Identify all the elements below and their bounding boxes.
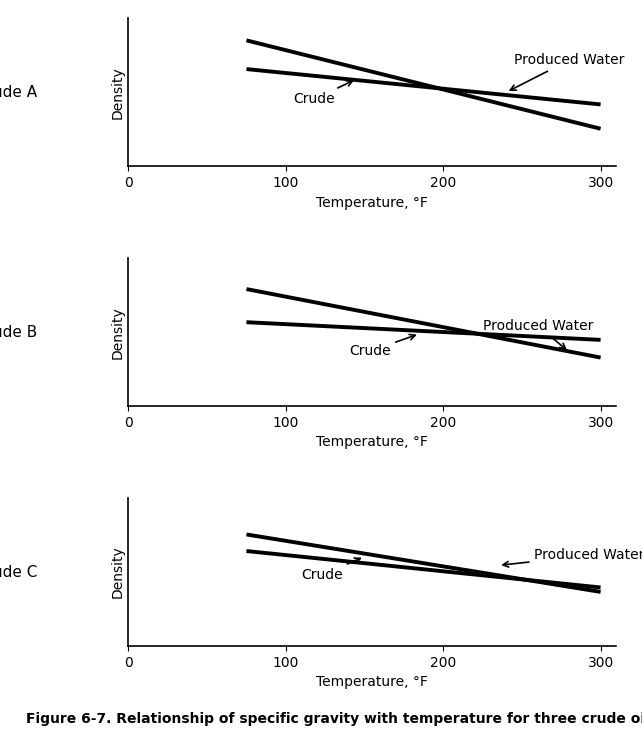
Text: Produced Water: Produced Water: [510, 53, 625, 91]
X-axis label: Temperature, °F: Temperature, °F: [317, 675, 428, 689]
Text: Crude C: Crude C: [0, 564, 37, 580]
Text: Crude: Crude: [293, 81, 352, 106]
Text: Produced Water: Produced Water: [503, 548, 642, 567]
Text: Crude: Crude: [349, 334, 415, 358]
Text: Crude B: Crude B: [0, 325, 37, 339]
X-axis label: Temperature, °F: Temperature, °F: [317, 196, 428, 210]
Text: Figure 6-7. Relationship of specific gravity with temperature for three crude oi: Figure 6-7. Relationship of specific gra…: [26, 712, 642, 726]
Text: Crude: Crude: [302, 558, 360, 582]
Y-axis label: Density: Density: [110, 66, 125, 119]
Text: Crude A: Crude A: [0, 85, 37, 100]
Y-axis label: Density: Density: [110, 545, 125, 599]
Text: Produced Water: Produced Water: [483, 318, 593, 349]
Y-axis label: Density: Density: [110, 306, 125, 358]
X-axis label: Temperature, °F: Temperature, °F: [317, 436, 428, 450]
